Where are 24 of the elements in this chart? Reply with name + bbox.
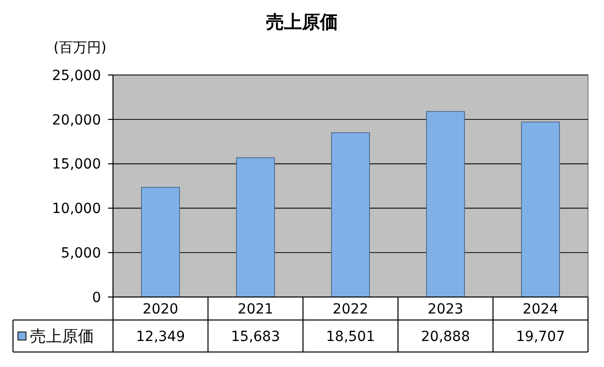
bar — [141, 186, 180, 298]
bar — [521, 122, 560, 298]
y-tick-label: 0 — [92, 290, 101, 306]
y-tick-label: 25,000 — [52, 68, 101, 84]
bar — [236, 157, 275, 298]
y-tick-label: 5,000 — [60, 246, 101, 262]
bar — [426, 111, 465, 298]
y-tick-label: 15,000 — [52, 156, 101, 173]
data-label: 15,683 — [231, 328, 280, 345]
legend-label: 売上原価 — [30, 326, 94, 346]
data-label: 12,349 — [136, 328, 185, 345]
data-label: 19,707 — [516, 328, 565, 345]
data-label: 18,501 — [326, 328, 375, 345]
data-label: 20,888 — [421, 328, 470, 345]
y-tick-label: 10,000 — [52, 201, 101, 218]
y-tick-label: 20,000 — [52, 112, 101, 128]
x-tick-label: 2022 — [332, 301, 368, 318]
x-tick-label: 2024 — [522, 301, 558, 318]
x-tick-label: 2023 — [428, 301, 464, 318]
y-axis-title: (百万円) — [54, 40, 106, 56]
chart-title: 売上原価 — [266, 12, 338, 33]
bar — [331, 132, 370, 298]
x-tick-label: 2020 — [142, 301, 178, 318]
x-tick-label: 2021 — [238, 301, 274, 318]
